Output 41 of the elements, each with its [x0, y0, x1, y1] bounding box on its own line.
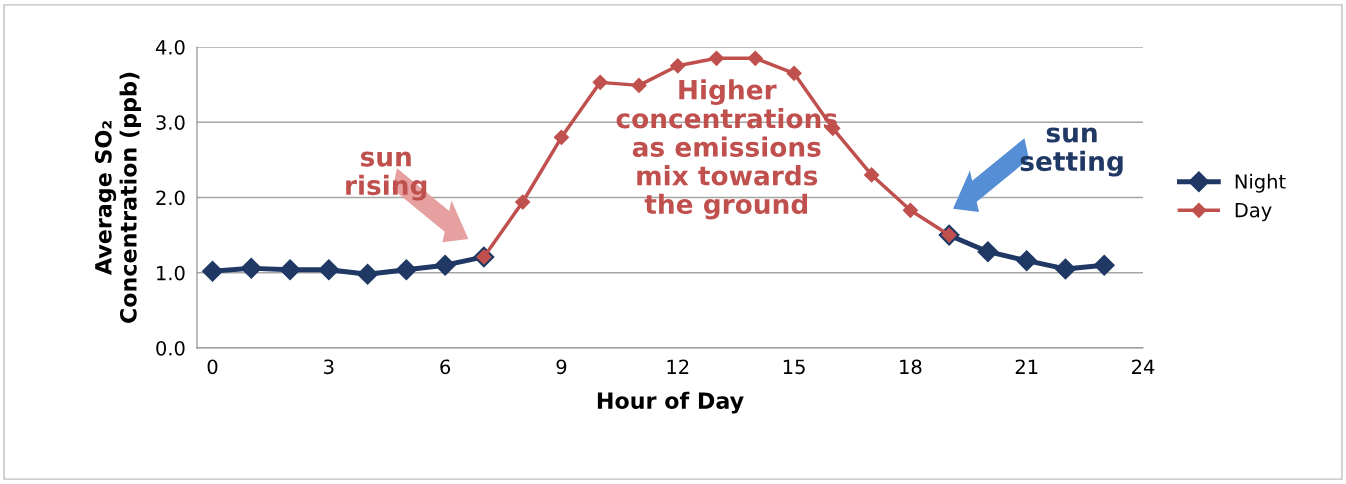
point — [318, 259, 340, 281]
point — [553, 129, 570, 145]
point — [279, 259, 301, 281]
point — [1093, 254, 1115, 276]
point — [201, 260, 224, 282]
point — [434, 254, 456, 276]
point — [515, 194, 531, 210]
x-tick-label: 24 — [1132, 359, 1155, 374]
y-tick-label: 0.0 — [156, 340, 185, 356]
x-tick-label: 12 — [667, 359, 689, 374]
y-axis-title: Average SO₂ Concentration (ppb) — [94, 72, 142, 323]
y-tick-label: 2.0 — [156, 190, 185, 206]
x-tick-label: 21 — [1015, 359, 1038, 374]
y-tick-label: 1.0 — [157, 265, 185, 281]
point — [631, 77, 647, 93]
point — [747, 50, 763, 66]
annotation: sun setting — [1020, 127, 1123, 177]
x-tick-label: 15 — [783, 359, 805, 375]
point — [1054, 258, 1076, 280]
annotation: sun rising — [346, 151, 427, 201]
point — [902, 202, 918, 218]
x-tick-label: 0 — [207, 359, 218, 375]
y-tick-label: 3.0 — [156, 115, 185, 130]
point — [357, 263, 379, 285]
y-tick-label: 4.0 — [155, 39, 185, 55]
legend-label: Night — [1235, 173, 1286, 193]
x-tick-label: 18 — [900, 359, 922, 375]
point — [395, 259, 417, 281]
point — [592, 74, 608, 90]
point — [670, 58, 686, 74]
point — [1016, 250, 1038, 272]
point — [977, 241, 999, 263]
legend-label: Day — [1235, 202, 1272, 222]
x-axis-title: Hour of Day — [597, 391, 744, 414]
x-tick-label: 3 — [324, 359, 334, 375]
x-tick-label: 6 — [440, 359, 451, 375]
point — [708, 50, 725, 66]
point — [864, 167, 880, 183]
point — [786, 65, 802, 81]
x-tick-label: 9 — [556, 359, 567, 375]
point — [240, 257, 262, 279]
